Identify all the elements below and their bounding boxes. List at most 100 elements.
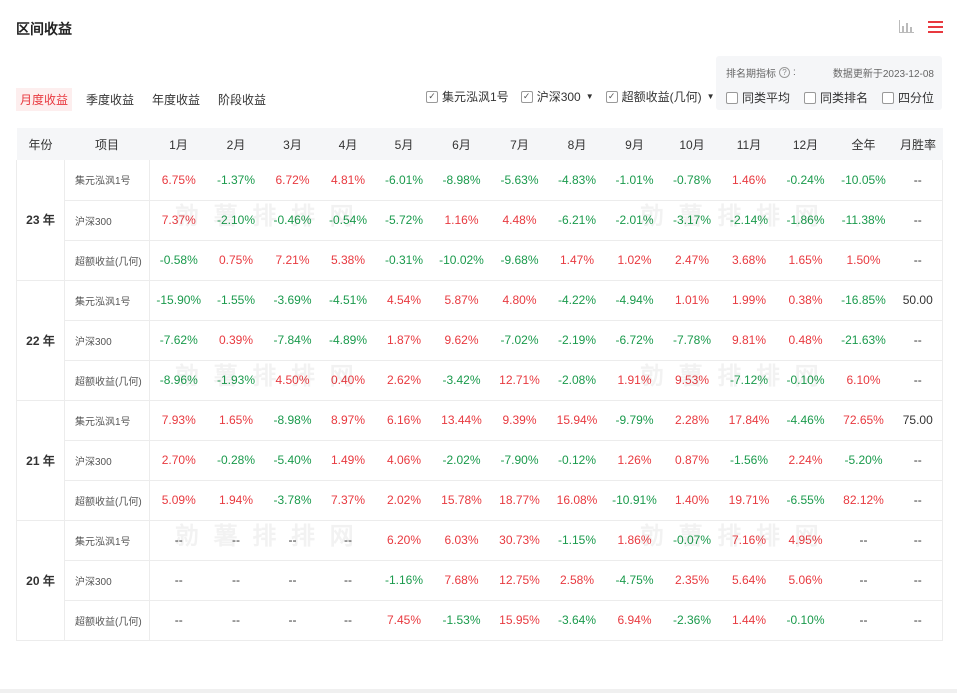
value-cell: -4.94% — [605, 280, 664, 321]
value-cell: 75.00 — [893, 400, 943, 441]
table-row: 超额收益(几何) 5.09% 1.94% -3.78% 7.37% 2.02% 15.78%… — [17, 480, 943, 521]
tab-yearly[interactable]: 年度收益 — [152, 93, 201, 107]
value-cell: -0.58% — [149, 240, 208, 281]
value-cell: 50.00 — [893, 280, 943, 321]
value-cell: -3.69% — [264, 280, 321, 321]
value-cell: 2.28% — [663, 400, 721, 441]
value-cell: -1.15% — [548, 520, 606, 561]
value-cell: -7.62% — [149, 320, 208, 361]
value-cell: 6.16% — [375, 400, 433, 441]
excess-checkbox[interactable]: ✓ 超额收益(几何) ▼ — [605, 88, 715, 105]
column-header: 2月 — [207, 128, 265, 160]
value-cell: -- — [264, 560, 321, 601]
value-cell: 6.94% — [605, 600, 664, 641]
table-row: 20 年集元泓沨1号 -- -- -- -- 6.20% 6.03% 30.73% -1.15%… — [16, 520, 943, 641]
value-cell: -9.79% — [605, 400, 664, 441]
value-cell: -1.37% — [207, 160, 265, 201]
value-cell: -- — [893, 360, 943, 401]
item-cell: 集元泓沨1号 — [64, 280, 150, 321]
quartile-checkbox[interactable]: 四分位 — [882, 89, 934, 106]
value-cell: 5.64% — [720, 560, 778, 601]
table-row: 沪深300 2.70% -0.28% -5.40% 1.49% 4.06% -2.02% -7… — [17, 440, 943, 481]
value-cell: -- — [264, 520, 321, 561]
value-cell: -4.89% — [320, 320, 376, 361]
table-header: 年份 项目 1月 2月 3月 4月 5月 6月 7月 8月 9月 10月 11月 12月 全年 月胜率 — [16, 128, 943, 160]
value-cell: 19.71% — [720, 480, 778, 521]
rank-colon: : — [793, 67, 796, 78]
caret-down-icon[interactable]: ▼ — [585, 92, 594, 101]
tab-stage[interactable]: 阶段收益 — [218, 93, 267, 107]
value-cell: -0.12% — [548, 440, 606, 481]
value-cell: -10.91% — [605, 480, 664, 521]
value-cell: -3.78% — [264, 480, 321, 521]
value-cell: -3.42% — [432, 360, 491, 401]
value-cell: -- — [207, 600, 265, 641]
column-header: 4月 — [320, 128, 376, 160]
benchmark-checkbox[interactable]: ✓ 沪深300 ▼ — [520, 88, 594, 105]
value-cell: -0.78% — [663, 160, 721, 201]
value-cell: -21.63% — [833, 320, 894, 361]
menu-icon[interactable] — [928, 20, 943, 33]
item-cell: 集元泓沨1号 — [64, 520, 150, 561]
value-cell: -- — [893, 440, 943, 481]
value-cell: 6.72% — [264, 160, 321, 201]
value-cell: -1.16% — [375, 560, 433, 601]
value-cell: 2.02% — [375, 480, 433, 521]
item-cell: 超额收益(几何) — [64, 240, 150, 281]
value-cell: -- — [893, 160, 943, 201]
value-cell: -- — [893, 240, 943, 281]
value-cell: -2.10% — [207, 200, 265, 241]
value-cell: 7.37% — [320, 480, 376, 521]
value-cell: -4.75% — [605, 560, 664, 601]
caret-down-icon[interactable]: ▼ — [706, 92, 715, 101]
table-row: 23 年集元泓沨1号 6.75% -1.37% 6.72% 4.81% -6.01% -8.… — [16, 160, 943, 281]
tab-quarterly[interactable]: 季度收益 — [86, 93, 135, 107]
value-cell: 9.53% — [663, 360, 721, 401]
value-cell: -5.20% — [833, 440, 894, 481]
chart-icon[interactable] — [899, 20, 914, 33]
value-cell: 2.70% — [149, 440, 208, 481]
column-header: 年份 — [16, 128, 65, 160]
value-cell: -6.72% — [605, 320, 664, 361]
value-cell: -0.24% — [777, 160, 834, 201]
value-cell: 5.06% — [777, 560, 834, 601]
value-cell: 0.39% — [207, 320, 265, 361]
year-cell: 23 年 — [16, 160, 65, 281]
item-cell: 超额收益(几何) — [64, 480, 150, 521]
value-cell: 30.73% — [490, 520, 549, 561]
item-cell: 集元泓沨1号 — [64, 160, 150, 201]
value-cell: -1.93% — [207, 360, 265, 401]
value-cell: -8.98% — [432, 160, 491, 201]
column-header: 全年 — [833, 128, 894, 160]
value-cell: -2.01% — [605, 200, 664, 241]
excess-label: 超额收益(几何) — [621, 90, 702, 104]
value-cell: -9.68% — [490, 240, 549, 281]
value-cell: -4.46% — [777, 400, 834, 441]
value-cell: -- — [264, 600, 321, 641]
value-cell: -7.78% — [663, 320, 721, 361]
item-cell: 超额收益(几何) — [64, 360, 150, 401]
value-cell: 7.93% — [149, 400, 208, 441]
value-cell: -6.55% — [777, 480, 834, 521]
help-icon[interactable]: ? — [779, 67, 790, 78]
tab-monthly[interactable]: 月度收益 — [16, 88, 73, 111]
value-cell: 4.48% — [490, 200, 549, 241]
value-cell: -0.31% — [375, 240, 433, 281]
column-header: 月胜率 — [893, 128, 943, 160]
peer-rank-checkbox[interactable]: 同类排名 — [804, 89, 868, 106]
value-cell: 9.81% — [720, 320, 778, 361]
value-cell: -- — [893, 320, 943, 361]
peer-average-checkbox[interactable]: 同类平均 — [726, 89, 790, 106]
value-cell: 7.68% — [432, 560, 491, 601]
value-cell: -2.36% — [663, 600, 721, 641]
checkbox-checked-icon: ✓ — [520, 90, 533, 103]
value-cell: 4.06% — [375, 440, 433, 481]
value-cell: -3.64% — [548, 600, 606, 641]
value-cell: 15.95% — [490, 600, 549, 641]
returns-table: 年份 项目 1月 2月 3月 4月 5月 6月 7月 8月 9月 10月 11月 12月 全年 月胜率 23 … — [16, 128, 943, 641]
rank-options: 同类平均 同类排名 四分位 — [726, 89, 934, 106]
fund-checkbox[interactable]: ✓ 集元泓沨1号 — [426, 88, 509, 105]
value-cell: 3.68% — [720, 240, 778, 281]
value-cell: -- — [320, 600, 376, 641]
value-cell: -0.28% — [207, 440, 265, 481]
